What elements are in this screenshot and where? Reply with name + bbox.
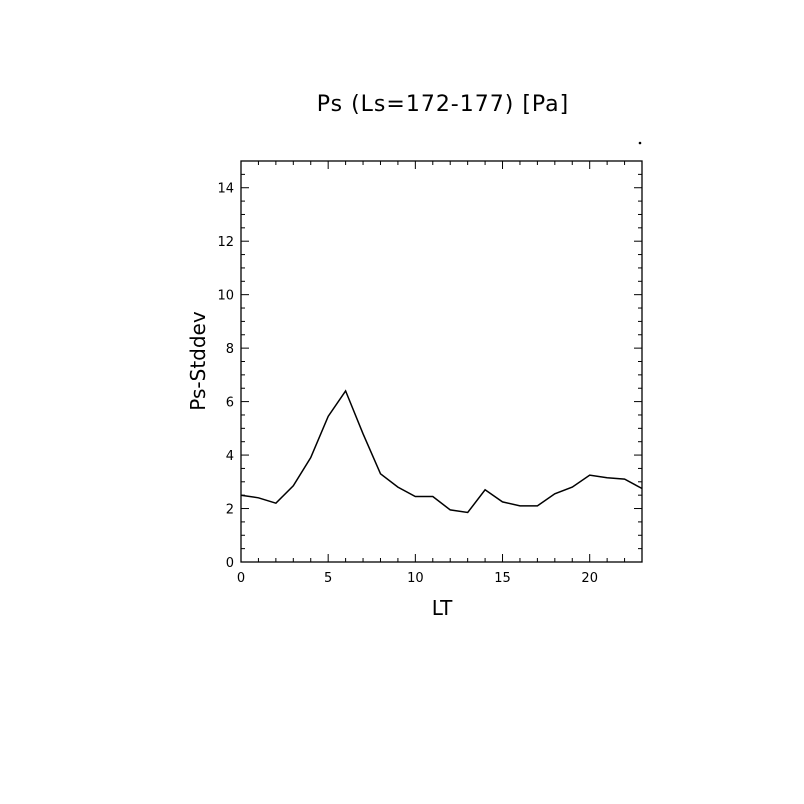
y-tick-label: 8 [226,342,234,357]
x-tick-label: 0 [237,571,245,586]
y-tick-label: 14 [217,182,234,197]
series-layer [240,389,643,514]
y-tick-label: 2 [226,503,234,518]
plot-frame [240,160,643,563]
y-tick-label: 10 [217,289,234,304]
y-tick-label: 0 [226,556,234,571]
y-tick-label: 4 [226,449,234,464]
tick-labels-layer: 0 5 10 15 20 0 2 4 6 8 10 12 14 [217,182,598,586]
series-line [240,389,643,514]
chart-title: Ps (Ls=172-177) [Pa] [317,92,570,117]
x-tick-label: 20 [581,571,598,586]
y-tick-label: 6 [226,396,234,411]
x-tick-label: 10 [407,571,424,586]
x-tick-label: 5 [324,571,332,586]
y-tick-label: 12 [217,235,234,250]
y-axis-label: Ps-Stddev [186,311,210,411]
x-tick-label: 15 [494,571,511,586]
corner-dot [638,141,642,145]
x-axis-label: LT [432,596,453,620]
ticks-layer [240,160,643,563]
